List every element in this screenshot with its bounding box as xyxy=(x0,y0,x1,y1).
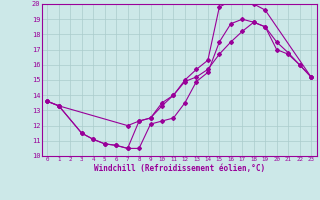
X-axis label: Windchill (Refroidissement éolien,°C): Windchill (Refroidissement éolien,°C) xyxy=(94,164,265,173)
